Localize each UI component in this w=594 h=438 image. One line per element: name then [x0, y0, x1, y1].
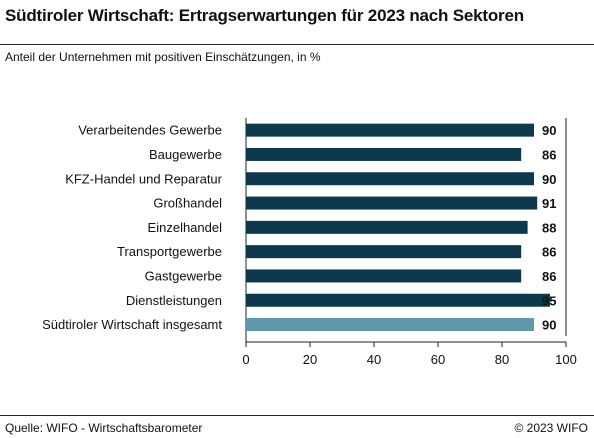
data-label: 86: [542, 245, 556, 260]
x-tick-label: 80: [495, 352, 509, 367]
x-tick-label: 60: [431, 352, 445, 367]
chart-title: Südtiroler Wirtschaft: Ertragserwartunge…: [5, 6, 524, 25]
data-label: 90: [542, 318, 556, 333]
x-tick-label: 0: [242, 352, 249, 367]
category-label: Baugewerbe: [149, 147, 222, 162]
data-label: 90: [542, 172, 556, 187]
title-divider: [0, 44, 594, 45]
category-label: Gastgewerbe: [145, 268, 222, 283]
bar-total: [246, 318, 534, 332]
bar: [246, 196, 538, 210]
category-label: Dienstleistungen: [126, 293, 222, 308]
bar: [246, 172, 534, 186]
bar: [246, 293, 550, 307]
copyright-note: © 2023 WIFO: [514, 421, 588, 435]
data-label: 86: [542, 147, 556, 162]
source-note: Quelle: WIFO - Wirtschaftsbarometer: [5, 421, 203, 435]
x-tick-label: 40: [367, 352, 381, 367]
category-label: KFZ-Handel und Reparatur: [65, 171, 222, 186]
bar: [246, 269, 522, 283]
data-label: 91: [542, 196, 556, 211]
data-label: 86: [542, 269, 556, 284]
category-label: Einzelhandel: [148, 220, 223, 235]
footer-divider: [0, 415, 594, 416]
bar: [246, 245, 522, 259]
bar: [246, 123, 534, 137]
data-label: 90: [542, 123, 556, 138]
x-tick-label: 100: [555, 352, 577, 367]
category-label: Großhandel: [153, 196, 222, 211]
bar: [246, 147, 522, 161]
data-label: 88: [542, 220, 556, 235]
bar: [246, 220, 528, 234]
category-label: Südtiroler Wirtschaft insgesamt: [42, 317, 222, 332]
data-label: 95: [542, 293, 556, 308]
category-label: Verarbeitendes Gewerbe: [78, 123, 222, 138]
x-tick-label: 20: [303, 352, 317, 367]
category-label: Transportgewerbe: [117, 244, 222, 259]
chart-subtitle: Anteil der Unternehmen mit positiven Ein…: [5, 50, 321, 64]
